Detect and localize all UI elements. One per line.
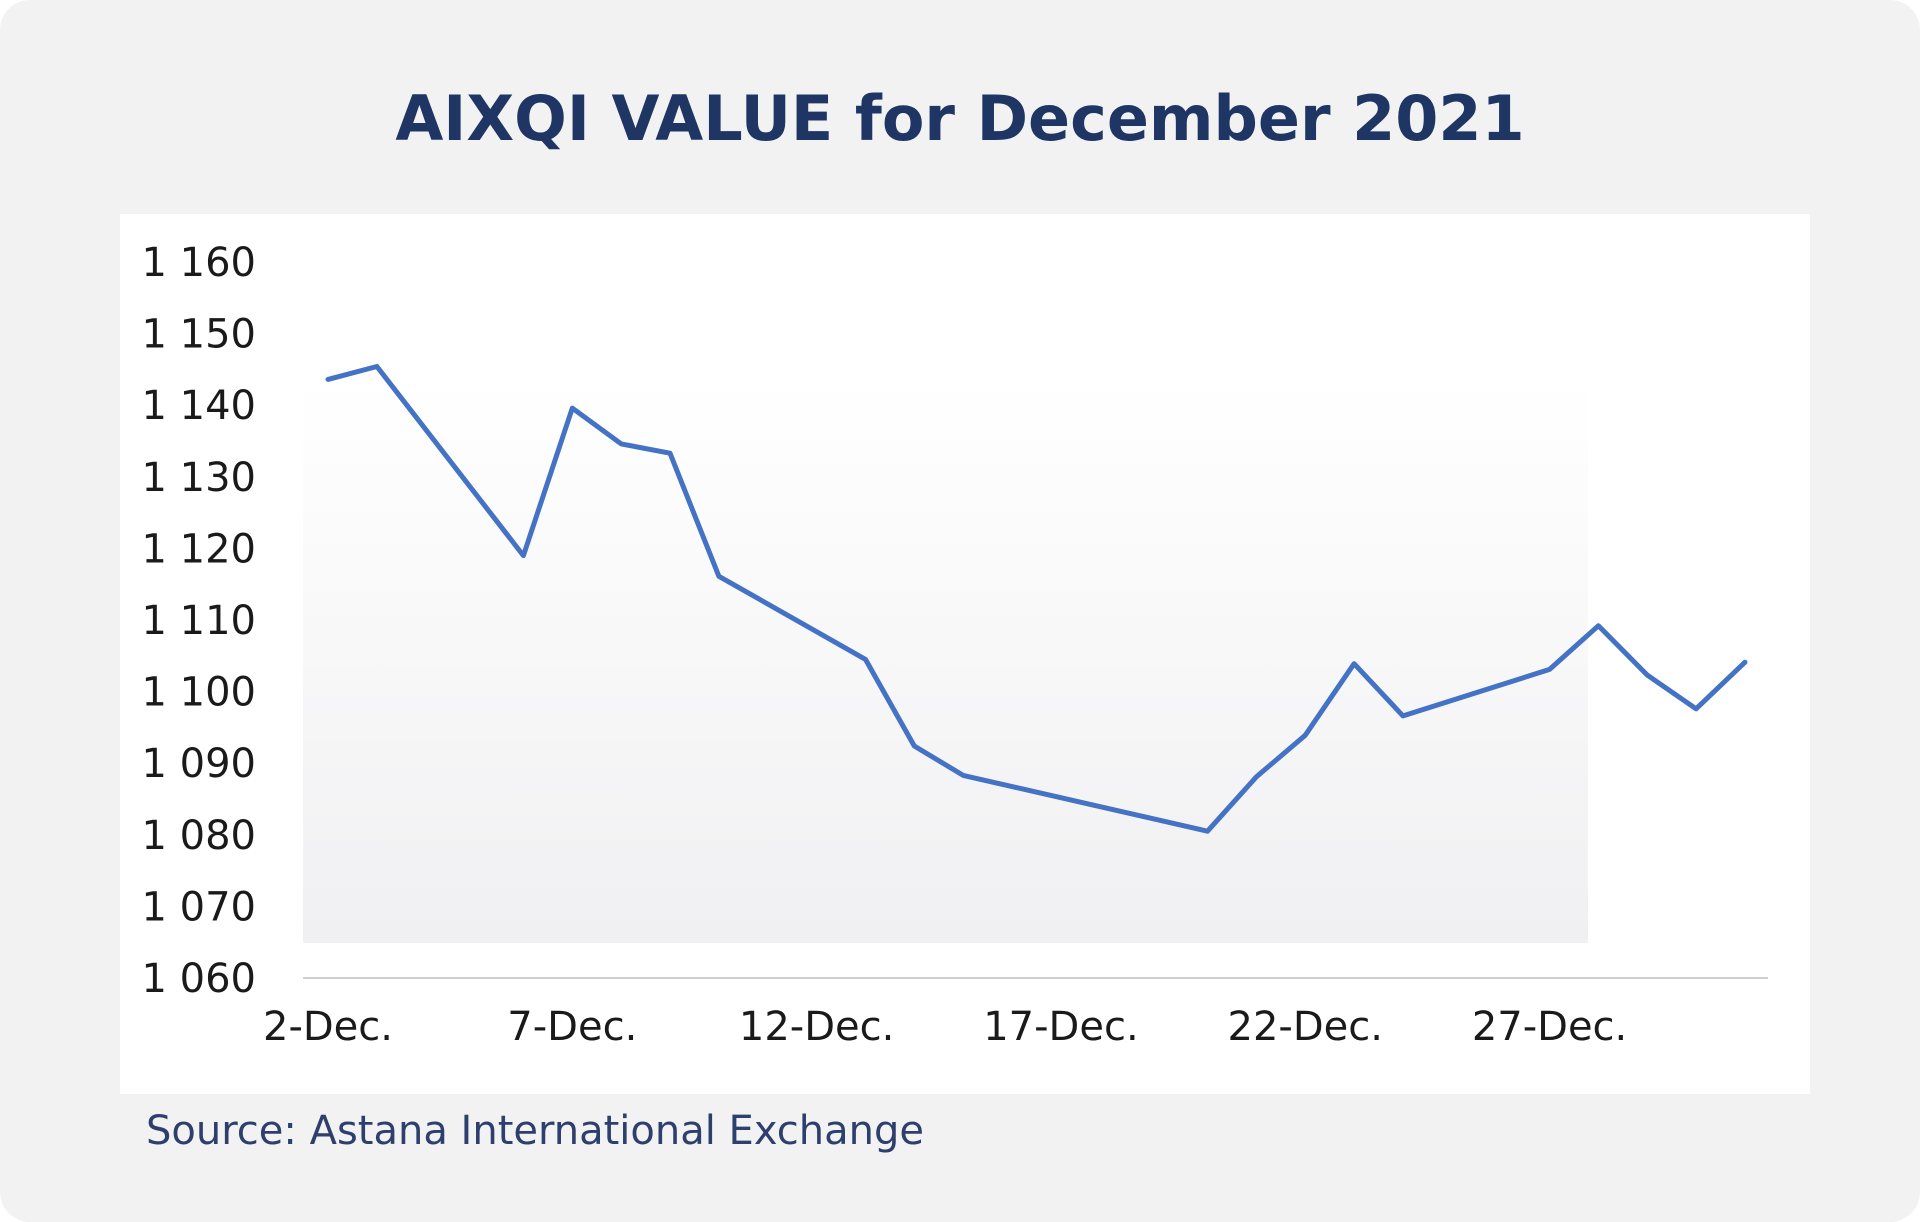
y-tick-label: 1 140 — [141, 383, 256, 429]
x-tick-label: 17-Dec. — [983, 1004, 1138, 1050]
source-note: Source: Astana International Exchange — [146, 1108, 925, 1154]
plot-panel: 1 060 1 070 1 080 1 090 1 100 1 110 1 120 1 130… — [120, 214, 1810, 1094]
series-line — [325, 364, 1748, 834]
y-tick-label: 1 130 — [141, 455, 256, 501]
y-axis-ticks: 1 060 1 070 1 080 1 090 1 100 1 110 1 120 1 130… — [141, 240, 256, 1002]
x-tick-label: 7-Dec. — [507, 1004, 637, 1050]
y-tick-label: 1 120 — [141, 526, 256, 572]
line-chart: 1 060 1 070 1 080 1 090 1 100 1 110 1 120 1 130… — [141, 240, 1768, 1050]
x-tick-label: 2-Dec. — [263, 1004, 393, 1050]
y-tick-label: 1 160 — [141, 240, 256, 286]
x-tick-label: 27-Dec. — [1472, 1004, 1627, 1050]
y-tick-label: 1 150 — [141, 312, 256, 358]
x-tick-label: 22-Dec. — [1228, 1004, 1383, 1050]
x-tick-label: 12-Dec. — [739, 1004, 894, 1050]
y-tick-label: 1 110 — [141, 598, 256, 644]
y-tick-label: 1 070 — [141, 884, 256, 930]
y-tick-label: 1 060 — [141, 956, 256, 1002]
plot-area — [303, 379, 1588, 943]
chart-title: AIXQI VALUE for December 2021 — [395, 82, 1525, 155]
y-tick-label: 1 090 — [141, 741, 256, 787]
y-tick-label: 1 100 — [141, 670, 256, 716]
y-tick-label: 1 080 — [141, 813, 256, 859]
x-axis-ticks: 2-Dec. 7-Dec. 12-Dec. 17-Dec. 22-Dec. 27-Dec. — [263, 1004, 1627, 1050]
